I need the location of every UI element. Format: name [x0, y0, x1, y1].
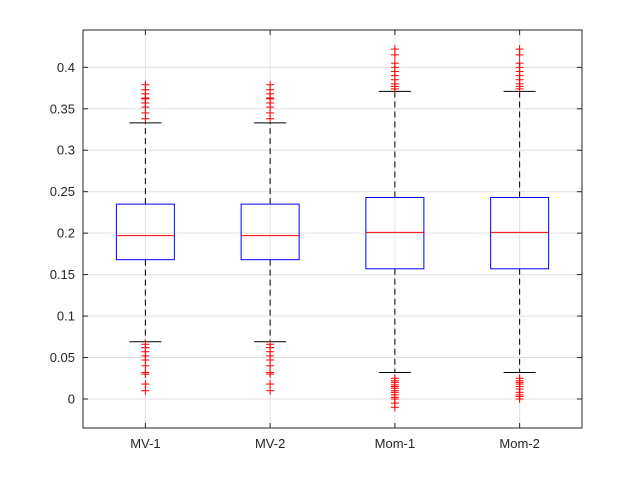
outlier-point [390, 374, 399, 383]
outlier-point [266, 80, 275, 89]
y-tick-label: 0 [68, 391, 75, 406]
outlier-point [141, 340, 150, 349]
outlier-point [141, 80, 150, 89]
y-tick-label: 0.4 [57, 60, 75, 75]
iqr-box [240, 203, 300, 261]
y-tick-label: 0.35 [50, 101, 75, 116]
y-tick-label: 0.05 [50, 350, 75, 365]
box-series [115, 45, 550, 412]
box-mom-1 [365, 45, 425, 412]
x-tick-label: Mom-2 [499, 436, 539, 451]
outlier-point [390, 59, 399, 68]
plot-area-frame [82, 29, 583, 429]
outlier-point [515, 45, 524, 54]
box-mv-2 [240, 80, 300, 395]
box-mv-1 [115, 80, 175, 395]
outlier-point [515, 374, 524, 383]
outlier-point [390, 45, 399, 54]
y-tick-label: 0.1 [57, 309, 75, 324]
box-mom-2 [490, 45, 550, 403]
x-axis: MV-1 MV-2 Mom-1 Mom-2 [130, 30, 540, 451]
outlier-point [515, 59, 524, 68]
y-tick-label: 0.25 [50, 184, 75, 199]
x-tick-label: MV-2 [255, 436, 285, 451]
iqr-box [490, 196, 550, 270]
y-tick-label: 0.15 [50, 267, 75, 282]
iqr-box [115, 203, 175, 261]
x-tick-label: MV-1 [130, 436, 160, 451]
y-tick-label: 0.2 [57, 226, 75, 241]
y-tick-label: 0.3 [57, 143, 75, 158]
x-tick-label: Mom-1 [375, 436, 415, 451]
outlier-point [266, 340, 275, 349]
iqr-box [365, 196, 425, 270]
outlier-point [141, 380, 150, 389]
outlier-point [266, 380, 275, 389]
y-axis: 0 0.05 0.1 0.15 0.2 0.25 0.3 0.35 0.4 [50, 60, 582, 406]
